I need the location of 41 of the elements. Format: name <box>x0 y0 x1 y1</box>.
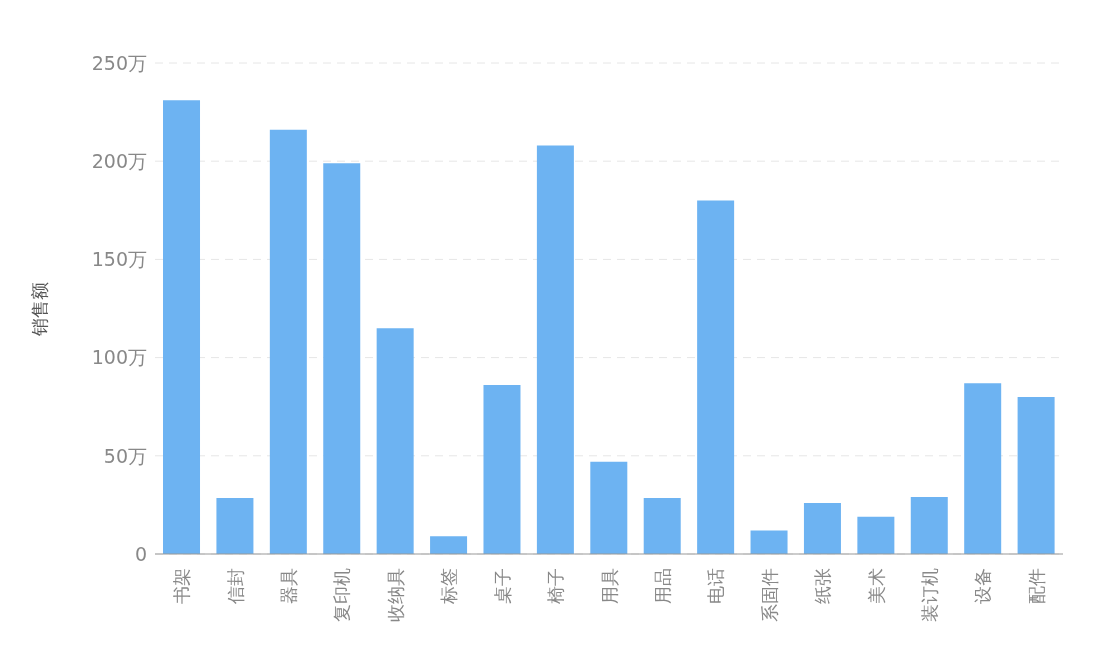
y-tick-label: 200万 <box>91 149 147 172</box>
x-tick-label: 器具 <box>278 568 300 604</box>
x-tick-label: 纸张 <box>812 568 834 604</box>
x-tick-label: 用品 <box>651 568 673 604</box>
x-tick-label: 标签 <box>438 568 460 605</box>
bar <box>857 516 895 554</box>
bar <box>1017 396 1055 554</box>
x-tick-label: 书架 <box>171 568 193 604</box>
x-tick-label: 装订机 <box>918 568 940 622</box>
x-tick-label: 电话 <box>705 568 727 604</box>
x-tick-label: 桌子 <box>491 568 513 604</box>
x-tick-label: 系固件 <box>758 568 780 622</box>
x-tick-label: 用具 <box>598 568 620 604</box>
x-tick-label: 信封 <box>224 568 246 604</box>
x-tick-label: 配件 <box>1025 568 1047 604</box>
y-tick-label: 150万 <box>91 248 147 271</box>
bar <box>323 163 361 554</box>
y-tick-label: 250万 <box>91 51 147 74</box>
bar <box>430 536 468 554</box>
bar <box>163 100 201 554</box>
bar <box>910 497 948 554</box>
bar <box>964 383 1002 554</box>
bar <box>269 129 307 554</box>
x-tick-label: 美术 <box>865 568 887 604</box>
bar <box>750 530 788 554</box>
bar <box>697 200 735 554</box>
x-tick-label: 收纳具 <box>384 568 406 622</box>
bar <box>483 385 521 554</box>
bar <box>536 145 574 554</box>
bar <box>590 461 628 554</box>
x-tick-label: 椅子 <box>545 568 567 604</box>
bar <box>643 498 681 554</box>
bar <box>376 328 414 554</box>
y-axis-title: 销售额 <box>29 281 51 337</box>
bar <box>803 502 841 554</box>
x-tick-label: 设备 <box>972 568 994 604</box>
y-tick-label: 100万 <box>91 346 147 369</box>
x-tick-label: 复印机 <box>331 568 353 622</box>
bar <box>216 498 254 554</box>
y-tick-label: 0 <box>134 542 147 565</box>
y-tick-label: 50万 <box>103 444 147 467</box>
